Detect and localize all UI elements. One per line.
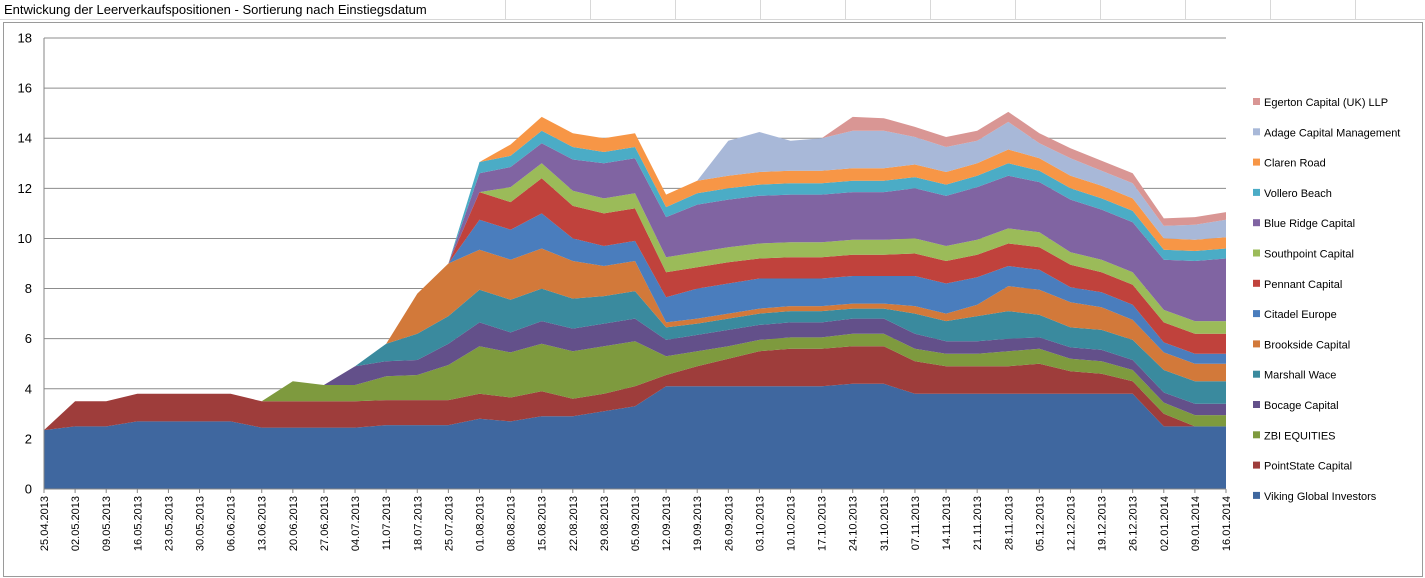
- legend-label: Southpoint Capital: [1264, 249, 1354, 261]
- x-tick-label: 14.11.2013: [941, 496, 953, 550]
- legend-swatch: [1253, 370, 1260, 378]
- x-tick-label: 22.08.2013: [568, 496, 580, 551]
- legend-swatch: [1253, 461, 1260, 469]
- legend-swatch: [1253, 431, 1260, 439]
- area-series: [44, 111, 1226, 489]
- x-tick-label: 09.01.2014: [1190, 496, 1202, 551]
- legend-swatch: [1253, 98, 1260, 105]
- area-zbi-equities: [44, 333, 1226, 431]
- x-tick-label: 06.06.2013: [226, 496, 238, 551]
- legend-label: ZBI EQUITIES: [1264, 430, 1336, 442]
- legend-swatch: [1253, 401, 1260, 408]
- x-tick-label: 10.10.2013: [786, 496, 798, 551]
- area-pointstate-capital: [44, 346, 1226, 431]
- area-brookside-capital: [44, 248, 1226, 431]
- x-tick-label: 21.11.2013: [972, 496, 984, 550]
- legend-label: Citadel Europe: [1264, 309, 1337, 321]
- y-tick-label: 6: [25, 331, 32, 346]
- area-citadel-europe: [44, 213, 1226, 431]
- x-tick-label: 13.06.2013: [257, 496, 269, 551]
- y-tick-label: 0: [25, 482, 32, 497]
- y-tick-label: 16: [18, 81, 32, 96]
- legend-label: Brookside Capital: [1264, 339, 1350, 351]
- y-tick-label: 2: [25, 431, 32, 446]
- x-tick-label: 03.10.2013: [754, 496, 766, 551]
- area-pennant-capital: [44, 178, 1226, 431]
- x-tick-label: 16.01.2014: [1221, 496, 1233, 551]
- legend-label: Marshall Wace: [1264, 370, 1336, 382]
- x-tick-label: 15.08.2013: [537, 496, 549, 551]
- x-tick-label: 19.09.2013: [692, 496, 704, 551]
- y-tick-label: 4: [25, 381, 32, 396]
- x-tick-label: 31.10.2013: [879, 496, 891, 551]
- x-tick-label: 12.09.2013: [661, 496, 673, 551]
- x-tick-label: 11.07.2013: [381, 496, 393, 550]
- sheet-title: Entwickung der Leerverkaufspositionen - …: [4, 2, 431, 17]
- y-tick-label: 8: [25, 281, 32, 296]
- legend-swatch: [1253, 310, 1260, 318]
- legend-swatch: [1253, 188, 1260, 196]
- legend-swatch: [1253, 249, 1260, 257]
- legend-label: Bocage Capital: [1264, 400, 1339, 412]
- y-tick-label: 18: [18, 31, 32, 46]
- x-tick-label: 25.04.2013: [39, 496, 51, 551]
- area-blue-ridge-capital: [44, 143, 1226, 431]
- area-viking-global-investors: [44, 383, 1226, 489]
- legend-swatch: [1253, 340, 1260, 348]
- legend: Egerton Capital (UK) LLP Adage Capital Ma…: [1253, 97, 1400, 503]
- x-tick-label: 02.05.2013: [70, 496, 82, 551]
- x-tick-label: 05.12.2013: [1034, 496, 1046, 551]
- legend-swatch: [1253, 128, 1260, 136]
- x-tick-label: 26.09.2013: [723, 496, 735, 551]
- x-tick-label: 30.05.2013: [195, 496, 207, 551]
- x-tick-label: 07.11.2013: [910, 496, 922, 550]
- x-tick-label: 05.09.2013: [630, 496, 642, 551]
- x-tick-label: 19.12.2013: [1097, 496, 1109, 551]
- x-tick-label: 18.07.2013: [412, 496, 424, 551]
- legend-swatch: [1253, 491, 1260, 499]
- x-tick-label: 23.05.2013: [163, 496, 175, 551]
- x-tick-label: 01.08.2013: [475, 496, 487, 551]
- legend-label: Adage Capital Management: [1264, 127, 1400, 139]
- legend-label: PointState Capital: [1264, 461, 1352, 473]
- x-tick-label: 20.06.2013: [288, 496, 300, 551]
- legend-label: Pennant Capital: [1264, 279, 1342, 291]
- x-tick-label: 26.12.2013: [1128, 496, 1140, 551]
- x-tick-label: 02.01.2014: [1159, 496, 1171, 551]
- x-tick-label: 09.05.2013: [101, 496, 113, 551]
- legend-label: Viking Global Investors: [1264, 491, 1377, 503]
- legend-swatch: [1253, 158, 1260, 166]
- x-tick-label: 29.08.2013: [599, 496, 611, 551]
- legend-swatch: [1253, 219, 1260, 227]
- x-axis-tick-labels: 25.04.2013 02.05.2013 09.05.2013 16.05.2013…: [39, 489, 1233, 551]
- x-tick-label: 24.10.2013: [848, 496, 860, 551]
- y-tick-label: 10: [18, 231, 32, 246]
- x-tick-label: 16.05.2013: [132, 496, 144, 551]
- x-tick-label: 08.08.2013: [506, 496, 518, 551]
- legend-swatch: [1253, 279, 1260, 287]
- x-tick-label: 25.07.2013: [443, 496, 455, 551]
- legend-label: Egerton Capital (UK) LLP: [1264, 97, 1388, 109]
- x-tick-label: 27.06.2013: [319, 496, 331, 551]
- legend-label: Blue Ridge Capital: [1264, 218, 1355, 230]
- area-bocage-capital: [44, 318, 1226, 431]
- y-tick-label: 12: [18, 181, 32, 196]
- legend-label: Vollero Beach: [1264, 188, 1332, 200]
- x-tick-label: 04.07.2013: [350, 496, 362, 551]
- y-axis-tick-labels: 0 2 4 6 8 10 12 14 16 18: [18, 31, 32, 497]
- x-tick-label: 28.11.2013: [1003, 496, 1015, 550]
- legend-label: Claren Road: [1264, 158, 1326, 170]
- x-tick-label: 17.10.2013: [817, 496, 829, 551]
- x-tick-label: 12.12.2013: [1066, 496, 1078, 551]
- area-marshall-wace: [44, 288, 1226, 431]
- y-tick-label: 14: [18, 131, 32, 146]
